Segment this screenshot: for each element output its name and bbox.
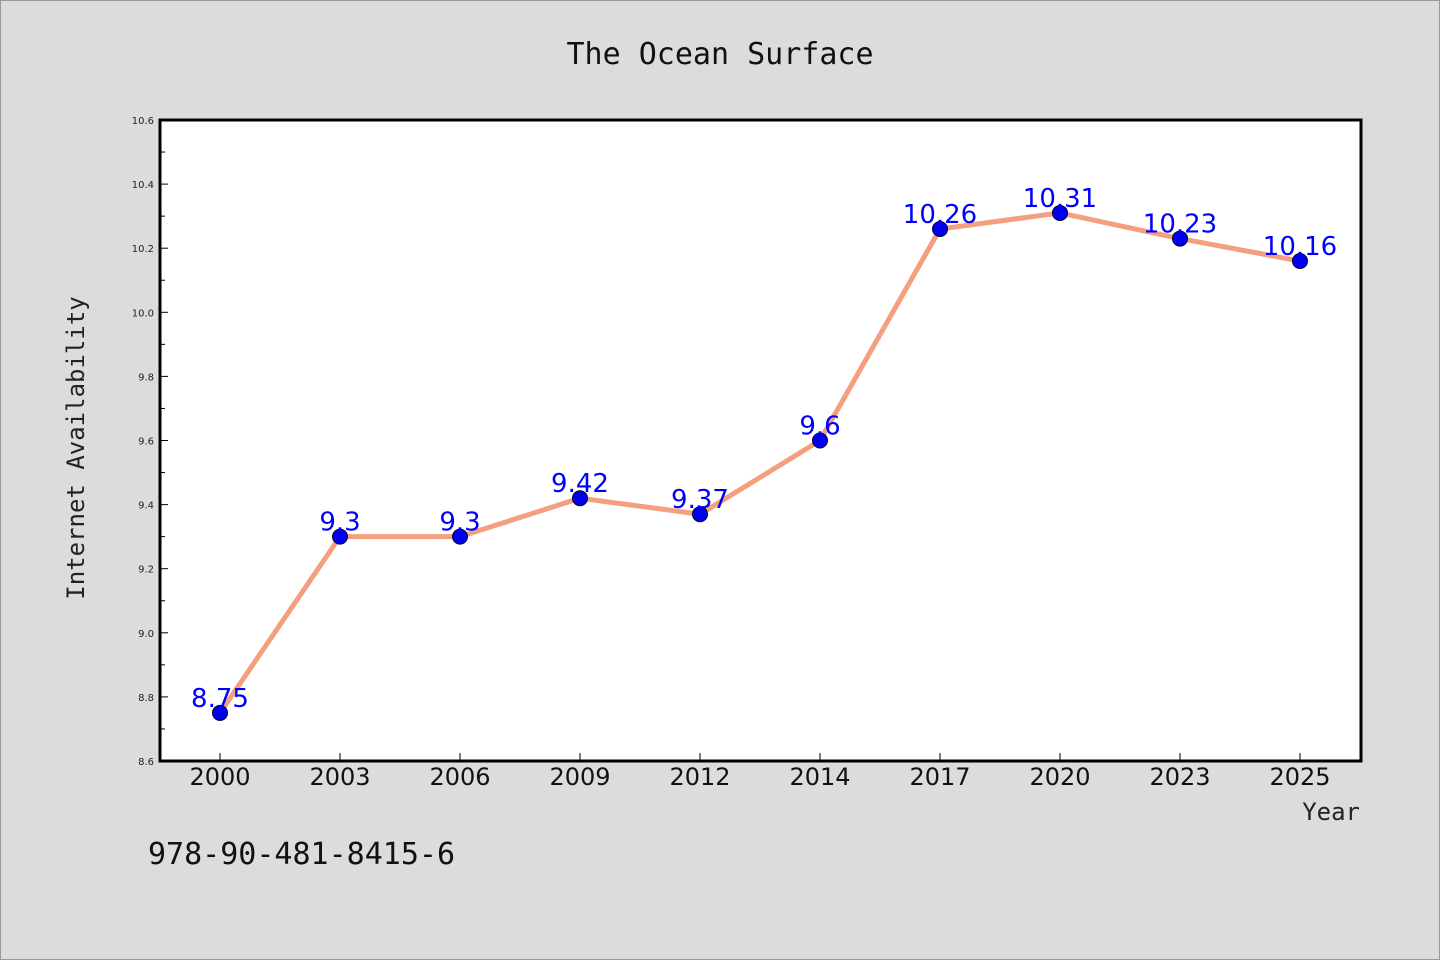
data-label: 9.37: [671, 485, 729, 515]
y-tick-label: 8.6: [138, 757, 154, 768]
x-tick-label: 2017: [909, 763, 970, 791]
series-line: [217, 210, 1303, 716]
data-label: 9.6: [799, 412, 840, 442]
x-tick-label: 2000: [189, 763, 250, 791]
y-tick-label: 10.4: [132, 180, 154, 191]
y-tick-label: 9.2: [138, 565, 154, 576]
data-label: 8.75: [191, 684, 249, 714]
x-tick-label: 2023: [1149, 763, 1210, 791]
x-tick-label: 2012: [669, 763, 730, 791]
x-axis: 2000 2003 2006 2009 2012 2014 2017 2020 2023 2025: [189, 753, 1331, 791]
data-point-marker: [1172, 230, 1188, 247]
x-tick-label: 2025: [1269, 763, 1330, 791]
x-axis-label: Year: [1302, 798, 1360, 826]
data-point-marker: [932, 220, 948, 237]
data-point-marker: [572, 490, 588, 507]
data-point-marker: [1052, 204, 1068, 221]
data-label: 10.31: [1023, 184, 1097, 214]
x-tick-label: 2009: [549, 763, 610, 791]
data-label: 10.26: [903, 200, 977, 230]
data-label: 10.23: [1143, 210, 1217, 240]
x-tick-label: 2006: [429, 763, 490, 791]
y-tick-label: 10.0: [132, 308, 154, 319]
data-point-marker: [812, 432, 828, 449]
y-tick-label: 9.8: [138, 372, 154, 383]
y-tick-label: 10.2: [132, 244, 154, 255]
data-point-marker: [332, 528, 348, 545]
data-label: 9.42: [551, 469, 609, 499]
data-point-marker: [692, 506, 708, 523]
y-tick-label: 9.6: [138, 437, 154, 448]
y-tick-label: 8.8: [138, 693, 154, 704]
data-point-marker: [212, 704, 228, 721]
plot-area: [158, 118, 1363, 763]
data-label: 9.3: [439, 508, 480, 538]
x-tick-label: 2020: [1029, 763, 1090, 791]
x-tick-label: 2003: [309, 763, 370, 791]
y-tick-label: 10.6: [132, 116, 154, 127]
y-axis-label: Internet Availability: [62, 296, 90, 599]
y-tick-label: 9.4: [138, 501, 154, 512]
data-point-marker: [1292, 253, 1308, 270]
series-line-group: 8.75 9.3 9.3 9.42 9.37 9.6 10.26 10.31 10.23 10.1…: [191, 184, 1337, 721]
y-axis: 8.6 8.8 9.0 9.2 9.4 9.6 9.8 10.0 10.2 10.4 10.6: [132, 116, 168, 768]
chart-title: The Ocean Surface: [566, 37, 873, 72]
data-label: 10.16: [1263, 232, 1337, 262]
data-label: 9.3: [319, 508, 360, 538]
y-tick-label: 9.0: [138, 629, 154, 640]
data-point-marker: [452, 528, 468, 545]
isbn-text: 978-90-481-8415-6: [148, 837, 455, 872]
x-tick-label: 2014: [789, 763, 850, 791]
